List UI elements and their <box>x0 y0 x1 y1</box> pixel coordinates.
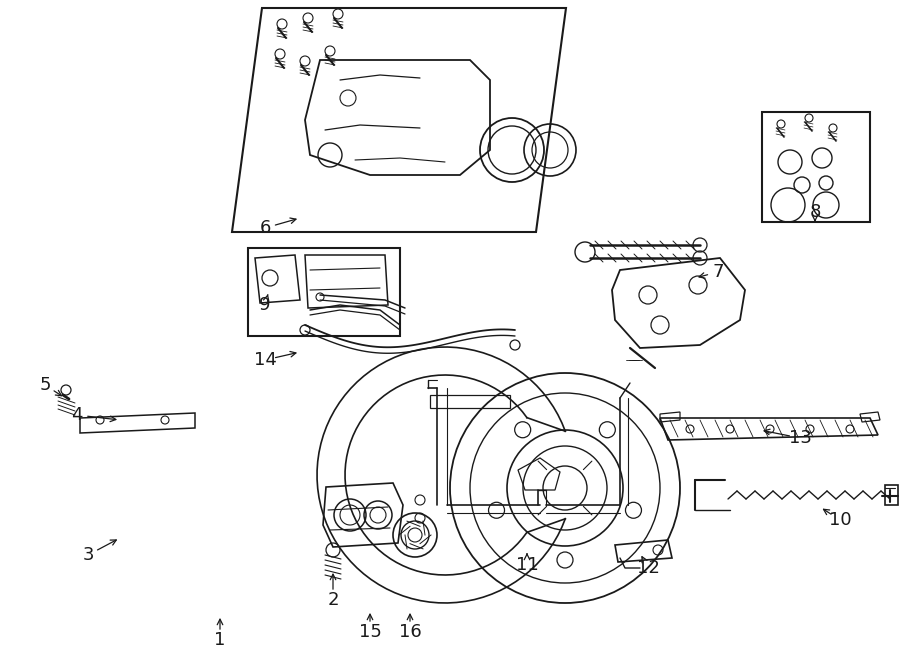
Text: 1: 1 <box>214 631 226 649</box>
Text: 4: 4 <box>71 406 83 424</box>
Text: 10: 10 <box>829 511 851 529</box>
Text: 8: 8 <box>809 203 821 221</box>
Text: 13: 13 <box>788 429 812 447</box>
Bar <box>762 112 870 222</box>
Bar <box>248 248 400 336</box>
Text: 14: 14 <box>254 351 276 369</box>
Text: 12: 12 <box>636 559 660 577</box>
Text: 9: 9 <box>259 296 271 314</box>
Text: 16: 16 <box>399 623 421 641</box>
Text: 15: 15 <box>358 623 382 641</box>
Text: 11: 11 <box>516 556 538 574</box>
Text: 7: 7 <box>712 263 724 281</box>
Text: 5: 5 <box>40 376 50 394</box>
Text: 3: 3 <box>82 546 94 564</box>
Text: 6: 6 <box>259 219 271 237</box>
Text: 2: 2 <box>328 591 338 609</box>
